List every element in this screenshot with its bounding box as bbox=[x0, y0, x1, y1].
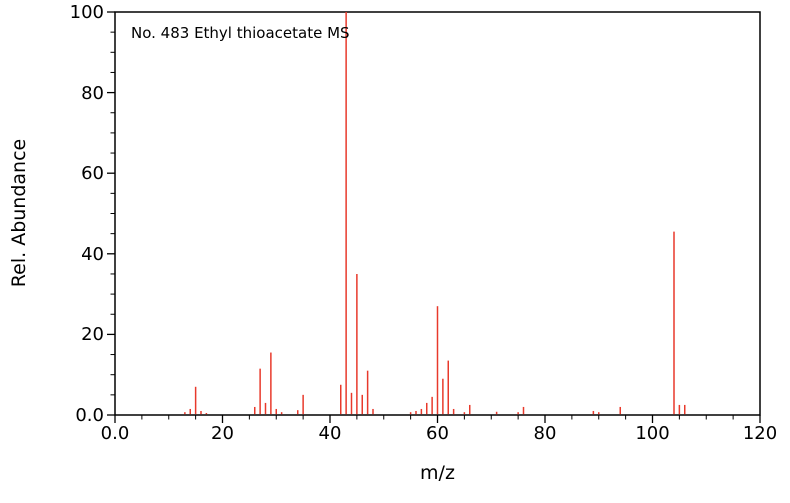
y-axis-title: Rel. Abundance bbox=[8, 139, 30, 287]
y-tick-label: 0.0 bbox=[75, 405, 104, 426]
y-tick-label: 100 bbox=[70, 2, 104, 23]
x-tick-label: 120 bbox=[743, 423, 777, 444]
axis-ticks bbox=[107, 11, 761, 423]
y-tick-label: 20 bbox=[81, 324, 104, 345]
x-tick-label: 40 bbox=[319, 423, 342, 444]
x-tick-label: 0.0 bbox=[101, 423, 130, 444]
spectrum-peaks bbox=[184, 12, 686, 415]
y-tick-label: 40 bbox=[81, 244, 104, 265]
x-tick-label: 60 bbox=[426, 423, 449, 444]
x-tick-label: 80 bbox=[534, 423, 557, 444]
x-tick-label: 100 bbox=[635, 423, 669, 444]
plot-title: No. 483 Ethyl thioacetate MS bbox=[131, 24, 350, 42]
y-tick-label: 60 bbox=[81, 163, 104, 184]
x-tick-label: 20 bbox=[211, 423, 234, 444]
y-tick-label: 80 bbox=[81, 83, 104, 104]
x-axis-title: m/z bbox=[420, 462, 455, 484]
